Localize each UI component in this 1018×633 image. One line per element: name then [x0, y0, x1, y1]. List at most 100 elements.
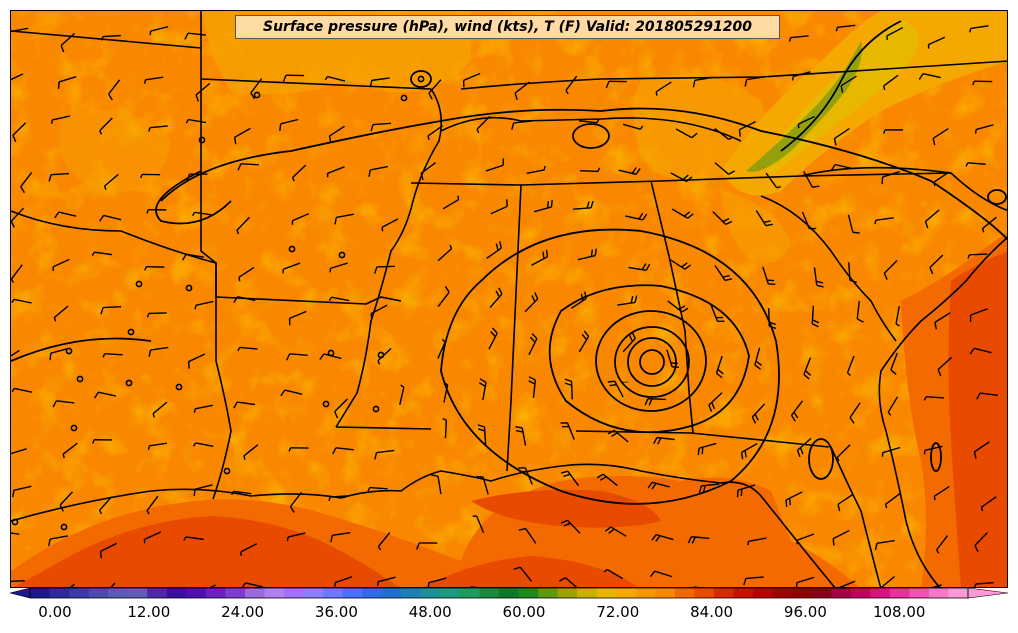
wind-barb-feather: [686, 176, 693, 182]
wind-barb: [101, 34, 121, 41]
wind-barb-shaft: [187, 32, 206, 36]
wind-barb-shaft: [11, 264, 23, 280]
wind-barb-shaft: [370, 165, 389, 171]
wind-barb-shaft: [967, 162, 986, 165]
colorbar-segment: [694, 588, 715, 598]
wind-barb: [329, 262, 348, 273]
wind-barb: [559, 577, 578, 587]
wind-barb-feather: [722, 218, 730, 223]
wind-barb-shaft: [437, 341, 446, 359]
wind-barb: [183, 536, 204, 541]
wind-barb: [144, 265, 165, 271]
colorbar-segment: [108, 588, 129, 598]
wind-barb: [442, 195, 460, 210]
wind-barb-feather: [776, 186, 781, 189]
wind-barb-shaft: [666, 349, 673, 368]
wind-barb-shaft: [233, 490, 252, 495]
wind-barb-shaft: [746, 76, 765, 81]
wind-barb-feather: [974, 583, 977, 587]
wind-barb: [578, 330, 590, 353]
wind-barb: [370, 304, 388, 318]
wind-barb-shaft: [922, 72, 941, 79]
wind-barb-shaft: [811, 305, 815, 324]
wind-barb-feather: [980, 507, 984, 512]
wind-barb-shaft: [437, 248, 452, 262]
calm-wind-marker: [127, 328, 135, 336]
wind-barb: [334, 576, 353, 587]
wind-barb: [489, 287, 503, 308]
wind-barb-shaft: [602, 473, 618, 487]
wind-barb: [796, 533, 815, 545]
wind-barb-feather: [604, 526, 612, 532]
wind-barb: [328, 125, 345, 144]
wind-barb: [282, 262, 301, 274]
colorbar-border: [29, 587, 969, 599]
wind-barb-feather: [100, 307, 104, 315]
wind-barb-feather: [231, 490, 235, 496]
wind-barb: [99, 542, 117, 559]
wind-barb: [52, 400, 75, 408]
wind-barb: [848, 262, 857, 283]
wind-barb-feather: [490, 331, 496, 338]
wind-barb-feather: [751, 416, 757, 424]
wind-barb: [886, 26, 904, 40]
wind-barb-feather: [233, 137, 237, 145]
wind-barb: [790, 400, 804, 422]
wind-barb-feather: [330, 535, 334, 543]
colorbar-segment: [88, 588, 109, 598]
wind-barb-shaft: [334, 398, 348, 413]
wind-barb-feather: [769, 325, 777, 330]
wind-barb-feather: [186, 173, 191, 182]
wind-barb-feather: [890, 369, 897, 375]
colorbar-tick-label: 108.00: [872, 603, 926, 621]
wind-barb-shaft: [937, 356, 953, 371]
wind-barb-feather: [583, 330, 590, 337]
wind-barb-shaft: [186, 253, 204, 258]
colorbar-tick-label: 96.00: [783, 603, 827, 621]
wind-barb-shaft: [327, 166, 345, 174]
wind-barb-shaft: [56, 400, 75, 404]
wind-barb-shaft: [486, 247, 502, 259]
wind-barb-shaft: [292, 213, 310, 222]
calm-wind-marker: [223, 467, 231, 475]
wind-barb-shaft: [934, 312, 951, 323]
wind-barb-shaft: [837, 493, 854, 505]
wind-barb: [146, 312, 167, 318]
state-border-oklahoma-texas: [11, 210, 232, 500]
wind-barb-shaft: [99, 117, 113, 132]
wind-barb-feather: [972, 80, 975, 86]
wind-barb-feather: [691, 132, 698, 139]
wind-barb-shaft: [377, 532, 391, 547]
wind-barb-feather: [681, 307, 689, 313]
wind-barb-feather: [565, 90, 569, 95]
wind-barb-feather: [416, 542, 420, 550]
wind-barb: [969, 25, 989, 33]
wind-barb-shaft: [797, 437, 812, 451]
colorbar-segment: [753, 588, 774, 598]
isobar-small-3: [808, 438, 834, 480]
wind-barb-shaft: [566, 422, 575, 440]
wind-barb: [48, 535, 68, 547]
wind-barb-feather: [645, 263, 651, 271]
wind-barb-shaft: [428, 79, 442, 94]
wind-barb-feather: [319, 353, 325, 361]
wind-barb-feather: [635, 168, 641, 175]
wind-barb-feather: [11, 298, 15, 304]
wind-barb-feather: [20, 186, 25, 193]
wind-barb: [140, 173, 161, 179]
wind-barb-shaft: [195, 82, 211, 96]
colorbar-segment: [459, 588, 481, 598]
wind-barb: [655, 81, 672, 96]
wind-barb-feather: [610, 432, 618, 438]
wind-barb-feather: [101, 36, 104, 41]
wind-barb: [233, 296, 256, 303]
wind-barb-feather: [11, 278, 15, 283]
wind-barb-shaft: [655, 81, 672, 93]
calm-wind-marker: [417, 75, 425, 83]
wind-barb-feather: [744, 450, 747, 458]
wind-barb-feather: [241, 582, 246, 587]
wind-barb-shaft: [926, 396, 945, 399]
isobar-2: [627, 337, 677, 387]
colorbar-segment: [674, 588, 696, 598]
wind-barb: [625, 212, 648, 221]
